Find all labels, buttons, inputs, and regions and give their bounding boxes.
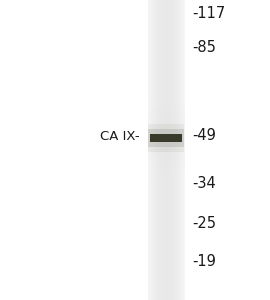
Bar: [148, 129, 184, 147]
Text: CA IX-: CA IX-: [100, 130, 140, 142]
Text: -25: -25: [192, 217, 216, 232]
Text: -19: -19: [192, 254, 216, 269]
Text: -49: -49: [192, 128, 216, 143]
Text: -117: -117: [192, 7, 225, 22]
Bar: [150, 134, 182, 142]
Text: -85: -85: [192, 40, 216, 56]
Bar: [148, 124, 184, 152]
Text: -34: -34: [192, 176, 216, 190]
